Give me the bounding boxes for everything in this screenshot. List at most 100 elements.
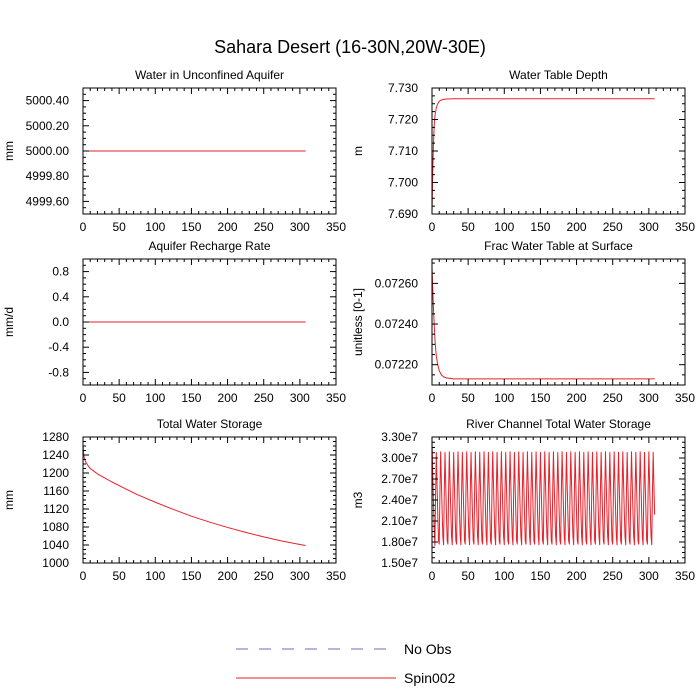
y-tick-label: 0.07220 [375,358,419,372]
legend-label: Spin002 [404,670,456,686]
x-tick-label: 150 [181,220,201,234]
y-tick-label: 7.730 [388,81,418,95]
x-tick-label: 50 [461,569,475,583]
x-tick-label: 100 [494,569,514,583]
x-tick-label: 300 [290,569,310,583]
plot-frame [431,258,686,386]
y-tick-label: 0.07240 [375,317,419,331]
legend-label: No Obs [404,641,451,657]
y-tick-label: 7.690 [388,207,418,221]
x-tick-label: 100 [145,569,165,583]
x-tick-label: 300 [290,220,310,234]
x-tick-label: 200 [218,391,238,405]
x-tick-label: 50 [112,569,126,583]
y-tick-label: 4999.80 [26,169,70,183]
series-line [431,440,656,546]
panel-grid: Water in Unconfined Aquifer 0 50 100 150 200 2… [2,68,695,583]
x-tick-label: 100 [145,220,165,234]
x-tick-label: 100 [494,220,514,234]
y-tick-label: 1000 [42,556,69,570]
x-tick-label: 200 [567,391,587,405]
panel-title: Total Water Storage [157,417,263,431]
y-tick-label: 5000.00 [26,144,70,158]
y-tick-label: 7.720 [388,113,418,127]
x-tick-label: 250 [254,220,274,234]
x-tick-label: 350 [675,569,695,583]
y-tick-label: 0.07260 [375,276,419,290]
y-axis-label: m [351,146,365,156]
series-line [431,98,655,215]
y-tick-label: 2.70e7 [381,472,418,486]
x-tick-label: 0 [80,569,87,583]
y-axis-label: mm [2,141,16,161]
chart-panel: River Channel Total Water Storage 0 50 100 1… [351,417,695,583]
y-axis-label: mm/d [2,307,16,337]
y-axis-label: mm [2,490,16,510]
y-tick-label: 0.4 [52,290,69,304]
x-tick-label: 200 [567,220,587,234]
x-tick-label: 0 [429,220,436,234]
y-tick-label: 3.00e7 [381,451,418,465]
x-tick-label: 50 [112,391,126,405]
x-tick-label: 250 [603,220,623,234]
x-tick-label: 350 [675,220,695,234]
x-tick-label: 300 [639,569,659,583]
y-tick-label: 1240 [42,448,69,462]
y-tick-label: -0.4 [48,340,69,354]
x-tick-label: 150 [181,569,201,583]
chart-panel: Total Water Storage 0 50 100 150 200 250 300 350… [2,417,346,583]
x-tick-label: 0 [80,220,87,234]
y-tick-label: 1040 [42,538,69,552]
panel-title: Water Table Depth [509,68,608,82]
x-tick-label: 50 [461,391,475,405]
y-tick-label: 7.710 [388,144,418,158]
y-tick-label: 1200 [42,466,69,480]
y-tick-label: 2.10e7 [381,514,418,528]
y-tick-label: 0.8 [52,265,69,279]
y-tick-label: 5000.20 [26,119,70,133]
y-tick-label: 2.40e7 [381,493,418,507]
x-tick-label: 250 [603,569,623,583]
x-tick-label: 350 [326,569,346,583]
x-tick-label: 0 [80,391,87,405]
x-tick-label: 50 [461,220,475,234]
y-tick-label: 7.700 [388,176,418,190]
x-tick-label: 350 [675,391,695,405]
series-line [431,267,655,380]
y-tick-label: -0.8 [48,365,69,379]
panel-title: Water in Unconfined Aquifer [135,68,284,82]
x-tick-label: 350 [326,391,346,405]
x-tick-label: 200 [218,569,238,583]
figure-title: Sahara Desert (16-30N,20W-30E) [214,37,486,57]
plot-frame [431,87,686,215]
panel-title: River Channel Total Water Storage [466,417,651,431]
y-tick-label: 0.0 [52,315,69,329]
x-tick-label: 150 [530,391,550,405]
y-tick-label: 3.30e7 [381,430,418,444]
y-tick-label: 1280 [42,430,69,444]
panel-title: Aquifer Recharge Rate [148,239,270,253]
chart-panel: Frac Water Table at Surface 0 50 100 150 200 2… [351,239,695,405]
y-axis-label: m3 [351,491,365,508]
y-axis-label: unitless [0-1] [351,288,365,356]
x-tick-label: 100 [145,391,165,405]
y-tick-label: 5000.40 [26,94,70,108]
x-tick-label: 100 [494,391,514,405]
x-tick-label: 250 [254,391,274,405]
chart-panel: Aquifer Recharge Rate 0 50 100 150 200 250 300 3… [2,239,346,405]
y-tick-label: 1160 [43,484,69,498]
x-tick-label: 300 [639,391,659,405]
chart-panel: Water in Unconfined Aquifer 0 50 100 150 200 2… [2,68,346,234]
x-tick-label: 150 [181,391,201,405]
chart-panel: Water Table Depth 0 50 100 150 200 250 300 350 7.… [351,68,695,234]
y-tick-label: 1.50e7 [381,556,418,570]
x-tick-label: 300 [290,391,310,405]
x-tick-label: 50 [112,220,126,234]
x-tick-label: 0 [429,569,436,583]
x-tick-label: 150 [530,220,550,234]
x-tick-label: 250 [603,391,623,405]
x-tick-label: 200 [567,569,587,583]
x-tick-label: 250 [254,569,274,583]
y-tick-label: 1.80e7 [381,535,418,549]
